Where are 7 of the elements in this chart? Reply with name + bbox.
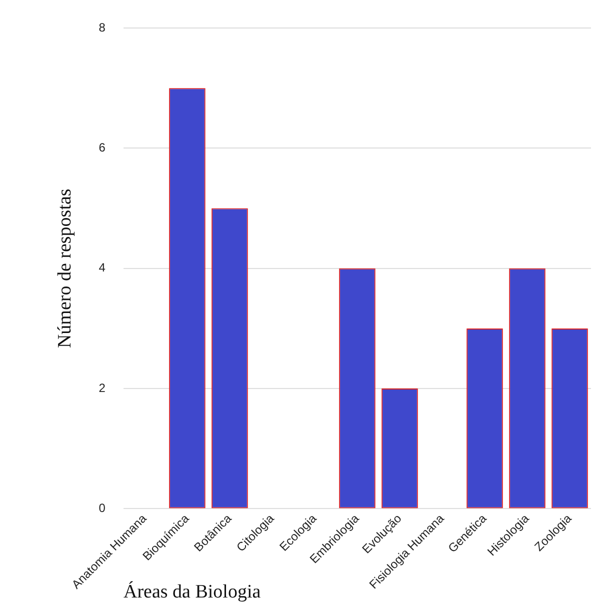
x-axis-title: Áreas da Biologia [123,580,262,603]
y-tick-label: 8 [98,20,106,34]
y-tick-label: 0 [98,501,106,516]
y-axis-title: Número de respostas [54,188,76,348]
y-tick-label: 2 [98,380,106,395]
y-tick-label: 4 [98,260,106,275]
y-tick-label: 6 [98,140,106,154]
